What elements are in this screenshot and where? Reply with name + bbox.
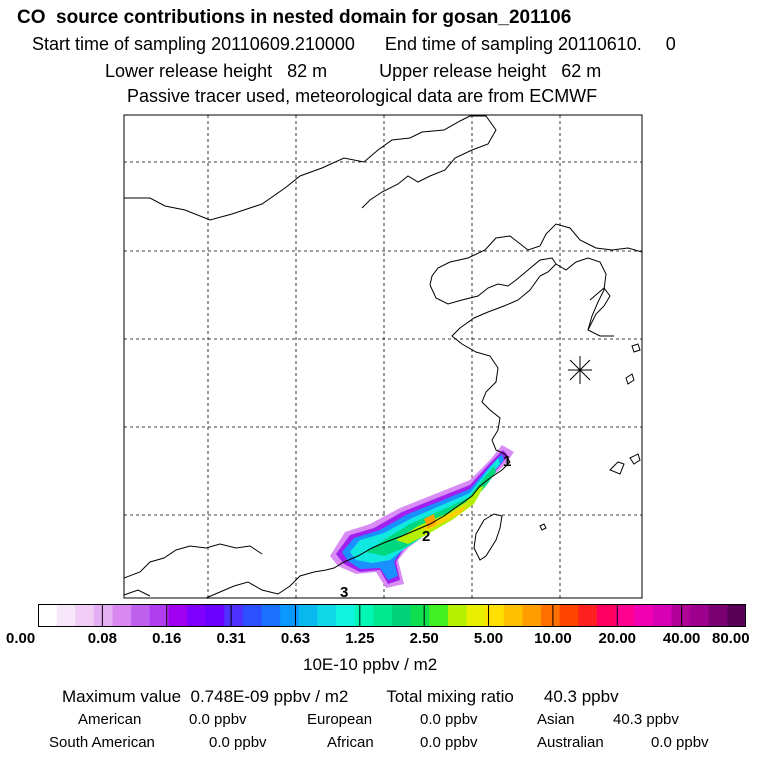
colorbar-cell bbox=[392, 604, 412, 627]
colorbar-cell bbox=[187, 604, 207, 627]
colorbar-cell bbox=[708, 604, 728, 627]
asterisk-icon bbox=[568, 356, 592, 384]
start-label: Start time of sampling bbox=[32, 34, 207, 54]
upper-label: Upper release height bbox=[379, 61, 547, 81]
region-value-australian: 0.0 ppbv bbox=[651, 734, 709, 751]
coastlines bbox=[124, 115, 642, 598]
colorbar-tick-label: 0.31 bbox=[216, 630, 246, 647]
colorbar-cell bbox=[652, 604, 672, 627]
colorbar-tick-label: 80.00 bbox=[712, 630, 750, 647]
colorbar-cell bbox=[447, 604, 468, 627]
colorbar bbox=[38, 604, 746, 627]
colorbar-cell bbox=[596, 604, 617, 627]
tracer-note: Passive tracer used, meteorological data… bbox=[127, 86, 598, 106]
colorbar-tick-label: 0.08 bbox=[87, 630, 117, 647]
colorbar-cell bbox=[559, 604, 579, 627]
graticule bbox=[124, 115, 642, 598]
colorbar-cell bbox=[522, 604, 542, 627]
region-name-american: American bbox=[78, 711, 142, 728]
colorbar-cell bbox=[429, 604, 449, 627]
colorbar-cell bbox=[38, 604, 58, 627]
colorbar-tick-label: 10.00 bbox=[534, 630, 572, 647]
colorbar-cell bbox=[634, 604, 654, 627]
colorbar-cell bbox=[336, 604, 356, 627]
colorbar-cell bbox=[56, 604, 76, 627]
total-label: Total mixing ratio bbox=[386, 687, 514, 706]
colorbar-cell bbox=[466, 604, 486, 627]
colorbar-cell bbox=[149, 604, 169, 627]
map-label-2: 2 bbox=[422, 528, 430, 545]
colorbar-cell bbox=[261, 604, 281, 627]
colorbar-cell bbox=[280, 604, 300, 627]
end-value: 20110610. bbox=[558, 34, 642, 54]
region-value-asian: 40.3 ppbv bbox=[613, 711, 679, 728]
colorbar-cell bbox=[727, 604, 746, 627]
colorbar-cell bbox=[615, 604, 635, 627]
colorbar-cell bbox=[168, 604, 188, 627]
release-heights: Lower release height 82 m Upper release h… bbox=[105, 62, 601, 80]
total-value: 40.3 ppbv bbox=[543, 687, 619, 706]
region-name-asian: Asian bbox=[537, 711, 575, 728]
map-panel: 1 2 3 bbox=[123, 114, 643, 600]
colorbar-cell bbox=[541, 604, 561, 627]
colorbar-cell bbox=[93, 604, 114, 627]
colorbar-tick-label: 40.00 bbox=[662, 630, 701, 647]
colorbar-cell bbox=[224, 604, 244, 627]
colorbar-cell bbox=[75, 604, 95, 627]
max-value: 0.748E-09 ppbv / m2 bbox=[190, 687, 349, 706]
start-value: 20110609.210000 bbox=[211, 34, 355, 54]
colorbar-cell bbox=[503, 604, 523, 627]
region-value-american: 0.0 ppbv bbox=[189, 711, 247, 728]
end-extra: 0 bbox=[665, 34, 676, 54]
colorbar-unit: 10E-10 ppbv / m2 bbox=[303, 655, 438, 674]
region-name-south-american: South American bbox=[49, 734, 155, 751]
lower-label: Lower release height bbox=[105, 61, 273, 81]
colorbar-cell bbox=[671, 604, 691, 627]
colorbar-cell bbox=[373, 604, 393, 627]
map-label-1: 1 bbox=[503, 453, 511, 470]
region-value-african: 0.0 ppbv bbox=[420, 734, 478, 751]
colorbar-tick-label: 1.25 bbox=[345, 630, 375, 647]
colorbar-tick-label: 0.63 bbox=[280, 630, 311, 647]
colorbar-cell bbox=[354, 604, 374, 627]
max-value-line: Maximum value 0.748E-09 ppbv / m2 Total m… bbox=[62, 688, 619, 705]
colorbar-cell bbox=[485, 604, 505, 627]
colorbar-tick-label: 5.00 bbox=[473, 630, 504, 647]
colorbar-cell bbox=[242, 604, 263, 627]
colorbar-tick-label: 20.00 bbox=[598, 630, 637, 647]
region-value-european: 0.0 ppbv bbox=[420, 711, 478, 728]
colorbar-cell bbox=[410, 604, 430, 627]
end-label: End time of sampling bbox=[384, 34, 554, 54]
colorbar-cell bbox=[317, 604, 337, 627]
colorbar-cell bbox=[205, 604, 225, 627]
colorbar-tick-label: 0.16 bbox=[152, 630, 182, 647]
region-value-south-american: 0.0 ppbv bbox=[209, 734, 267, 751]
colorbar-tick-label: 0.00 bbox=[6, 630, 36, 647]
region-name-european: European bbox=[307, 711, 373, 728]
sampling-times: Start time of sampling 20110609.210000 En… bbox=[32, 35, 676, 53]
region-name-australian: Australian bbox=[537, 734, 604, 751]
max-label: Maximum value bbox=[62, 687, 182, 706]
colorbar-cell bbox=[131, 604, 151, 627]
colorbar-cell bbox=[298, 604, 318, 627]
region-name-african: African bbox=[327, 734, 374, 751]
colorbar-cell bbox=[690, 604, 710, 627]
map-label-3: 3 bbox=[340, 584, 348, 600]
chart-title: CO source contributions in nested domain… bbox=[17, 7, 572, 28]
lower-value: 82 m bbox=[287, 61, 328, 81]
colorbar-border bbox=[38, 604, 746, 627]
map-content bbox=[124, 115, 642, 598]
colorbar-cell bbox=[578, 604, 598, 627]
upper-value: 62 m bbox=[561, 61, 602, 81]
colorbar-tick-label: 2.50 bbox=[409, 630, 439, 647]
colorbar-cell bbox=[112, 604, 132, 627]
